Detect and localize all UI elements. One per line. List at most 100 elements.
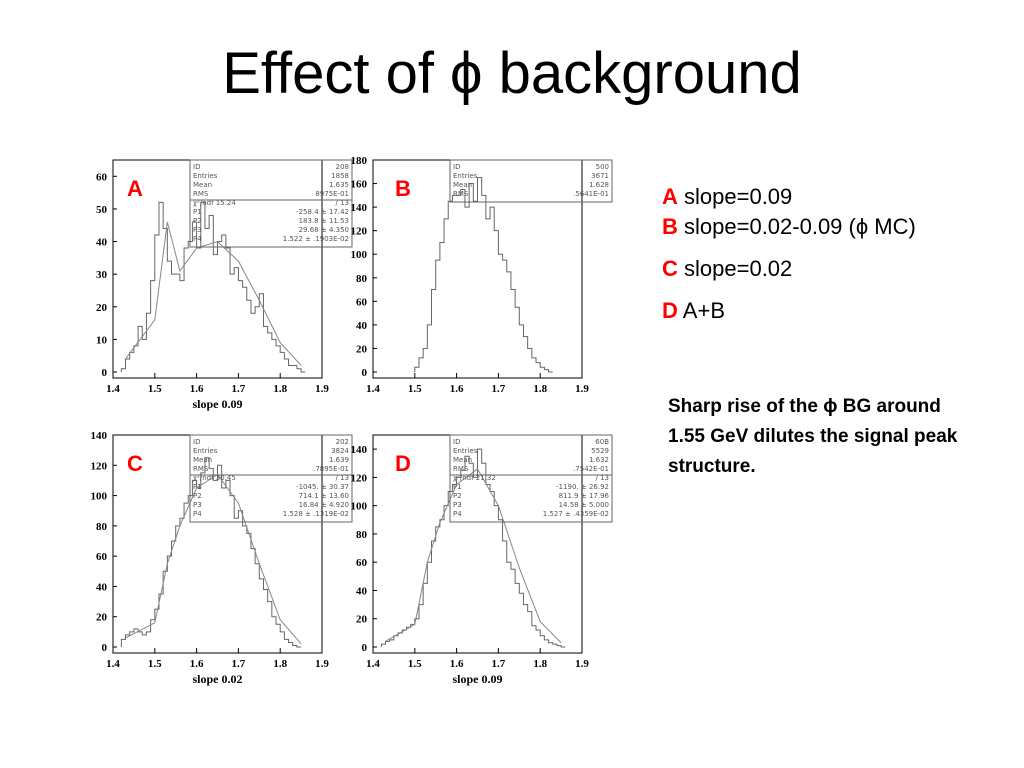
stats-value: -1190. ± 26.92: [556, 483, 609, 491]
stats-label: P2: [193, 217, 202, 225]
x-tick-label: 1.6: [190, 658, 204, 670]
x-tick-label: 1.4: [106, 658, 120, 670]
fit-curve: [385, 468, 562, 644]
y-tick-label: 20: [356, 614, 368, 626]
stats-value: 1.522 ± .1903E-02: [283, 235, 349, 243]
y-tick-label: 60: [356, 296, 368, 308]
stats-value: 1.628: [589, 181, 609, 189]
stats-value: -1045. ± 30.37: [296, 483, 349, 491]
stats-label: Entries: [193, 172, 218, 180]
y-tick-label: 10: [96, 334, 108, 346]
stats-label: P4: [453, 510, 462, 518]
stats-label: RMS: [193, 190, 209, 198]
x-tick-label: 1.7: [232, 383, 246, 395]
stats-label: χ²/ndf 15.24: [193, 199, 236, 207]
stats-value: 1.639: [329, 456, 349, 464]
stats-value: 811.9 ± 17.96: [559, 492, 610, 500]
stats-value: 29.68 ± 4.350: [299, 226, 349, 234]
stats-value: 8975E-01: [315, 190, 349, 198]
y-tick-label: 100: [351, 501, 368, 513]
stats-label: P3: [193, 226, 202, 234]
legend-text: A+B: [682, 298, 725, 323]
histogram-panel-a: 0 10 20 30 40 50 60 1.4 1.5 1.6 1.7 1.8 1.9 ID 208 Entr…: [85, 150, 355, 412]
x-tick-label: 1.4: [366, 383, 380, 395]
legend-text: slope=0.02-0.09 (ϕ MC): [684, 214, 916, 239]
histogram-panel-c: 0 20 40 60 80 100 120 140 1.4 1.5 1.6 1.7 1.8 1.9 ID 20…: [85, 425, 355, 687]
y-tick-label: 80: [356, 273, 368, 285]
panel-letter: C: [127, 451, 143, 476]
panel-letter: D: [395, 451, 411, 476]
legend-text: slope=0.09: [684, 184, 793, 209]
x-tick-label: 1.8: [533, 658, 547, 670]
x-axis-label: slope 0.09: [192, 397, 242, 411]
fit-curve: [125, 473, 302, 645]
y-tick-label: 0: [102, 642, 108, 654]
stats-value: 14.58 ± 5.000: [559, 501, 609, 509]
legend-key: B: [662, 214, 678, 239]
stats-label: RMS: [453, 465, 469, 473]
fit-curve: [125, 221, 302, 366]
y-tick-label: 140: [351, 444, 368, 456]
stats-box: [449, 159, 613, 203]
x-tick-label: 1.5: [408, 658, 422, 670]
legend-row-b: B slope=0.02-0.09 (ϕ MC): [662, 212, 916, 242]
stats-label: ID: [193, 163, 200, 171]
stats-box: [189, 434, 353, 523]
y-tick-label: 180: [351, 155, 368, 167]
x-tick-label: 1.9: [315, 383, 329, 395]
stats-label: P3: [193, 501, 202, 509]
y-tick-label: 30: [96, 269, 108, 281]
x-tick-label: 1.5: [408, 383, 422, 395]
stats-label: Entries: [453, 447, 478, 455]
stats-label: P1: [193, 483, 202, 491]
y-tick-label: 40: [356, 320, 368, 332]
histogram-svg: 0 20 40 60 80 100 120 140 1.4 1.5 1.6 1.7 1.8 1.9 ID 60…: [351, 434, 613, 686]
stats-value: / 13: [336, 199, 350, 207]
y-tick-label: 80: [356, 529, 368, 541]
stats-value: 1858: [331, 172, 349, 180]
y-tick-label: 40: [96, 237, 108, 249]
histogram-svg: 0 20 40 60 80 100 120 140 160 180 1.4 1.5 1.6 1.7 1.8 1…: [351, 155, 613, 395]
stats-label: P4: [193, 510, 202, 518]
stats-value: 208: [336, 163, 349, 171]
y-tick-label: 100: [91, 491, 108, 503]
stats-value: -258.4 ± 17.42: [296, 208, 349, 216]
slide-title: Effect of ϕ background: [222, 41, 802, 106]
stats-label: RMS: [453, 190, 469, 198]
y-tick-label: 60: [356, 557, 368, 569]
stats-value: 1.632: [589, 456, 609, 464]
stats-label: P1: [453, 483, 462, 491]
legend-key: A: [662, 184, 678, 209]
x-tick-label: 1.6: [450, 383, 464, 395]
y-tick-label: 0: [102, 367, 108, 379]
y-tick-label: 40: [96, 581, 108, 593]
x-tick-label: 1.6: [450, 658, 464, 670]
stats-value: 183.8 ± 11.53: [299, 217, 349, 225]
y-tick-label: 0: [362, 642, 368, 654]
y-tick-label: 20: [96, 612, 108, 624]
x-tick-label: 1.5: [148, 658, 162, 670]
x-tick-label: 1.9: [575, 658, 589, 670]
stats-value: 714.1 ± 13.60: [299, 492, 349, 500]
stats-value: 3671: [591, 172, 609, 180]
stats-label: Mean: [453, 181, 472, 189]
stats-label: ID: [453, 438, 460, 446]
stats-value: 3824: [331, 447, 349, 455]
x-tick-label: 1.7: [232, 658, 246, 670]
histogram-svg: 0 20 40 60 80 100 120 140 1.4 1.5 1.6 1.7 1.8 1.9 ID 20…: [91, 430, 353, 686]
y-tick-label: 50: [96, 204, 108, 216]
x-tick-label: 1.7: [492, 383, 506, 395]
x-tick-label: 1.7: [492, 658, 506, 670]
stats-label: Mean: [453, 456, 472, 464]
x-tick-label: 1.9: [575, 383, 589, 395]
stats-label: ID: [453, 163, 460, 171]
stats-value: 500: [596, 163, 609, 171]
x-tick-label: 1.4: [366, 658, 380, 670]
histogram-series: [120, 201, 306, 373]
x-tick-label: 1.4: [106, 383, 120, 395]
stats-label: Mean: [193, 181, 212, 189]
y-tick-label: 20: [356, 343, 368, 355]
y-tick-label: 20: [96, 302, 108, 314]
stats-value: 5529: [591, 447, 609, 455]
x-tick-label: 1.8: [273, 383, 287, 395]
